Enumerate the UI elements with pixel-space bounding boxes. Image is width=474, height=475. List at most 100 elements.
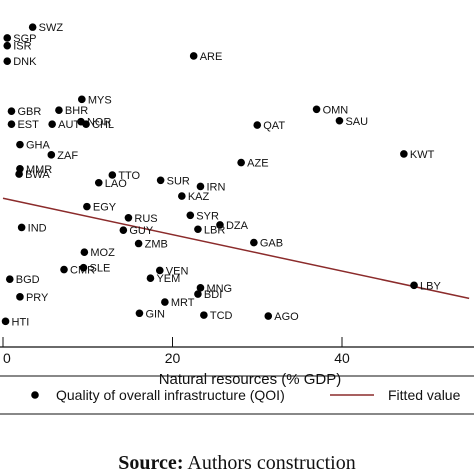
point-label-sgp: SGP [13,33,36,45]
point-label-ven: VEN [166,265,189,277]
point-label-ago: AGO [274,311,299,323]
point-label-moz: MOZ [90,247,115,259]
data-point-isr [3,41,12,50]
point-label-bgd: BGD [16,274,40,286]
data-point-mng [196,284,205,292]
data-point-syr [186,211,195,220]
data-point-ven [155,266,164,275]
data-point-yem [146,274,155,283]
point-label-kwt: KWT [410,149,435,161]
data-point-tto [108,171,117,179]
legend-dot-marker [31,391,39,399]
x-tick-label-20: 20 [165,350,181,366]
data-point-lby [410,281,418,290]
point-label-sle: SLE [90,263,111,275]
point-label-gab: GAB [260,238,283,250]
source-caption: Source: Authors construction [118,452,356,474]
data-point-are [189,52,198,60]
point-label-ind: IND [28,222,47,234]
x-ticks-group: 0 20 40 [2,337,350,366]
point-label-syr: SYR [196,210,219,222]
data-point-bdi [194,290,202,298]
point-label-tto: TTO [118,170,140,182]
point-label-dnk: DNK [13,56,37,68]
data-point-irn [196,182,205,191]
point-label-guy: GUY [129,225,154,237]
point-label-aut: AUT [58,119,80,131]
data-point-kaz [178,192,186,200]
point-label-rus: RUS [134,213,157,225]
point-label-lbr: LBR [204,224,225,236]
point-label-tcd: TCD [210,310,233,322]
data-point-gha [16,140,24,149]
data-point-aze [237,158,245,167]
point-label-isr: ISR [13,41,31,53]
point-label-omn: OMN [323,104,349,116]
point-label-sau: SAU [345,116,368,128]
data-point-chl [82,120,90,128]
point-label-bwa: BWA [25,169,50,181]
point-label-sur: SUR [167,175,190,187]
data-point-bhr [55,106,63,115]
point-label-kaz: KAZ [188,191,210,203]
data-point-mmr [16,165,24,173]
data-point-qat [253,121,262,129]
data-point-ago [264,312,273,320]
point-label-yem: YEM [156,273,180,285]
data-point-sur [156,176,165,185]
point-label-lby: LBY [420,280,441,292]
point-label-lao: LAO [105,178,127,190]
data-point-omn [312,105,321,114]
point-label-qat: QAT [263,120,285,132]
point-label-bhr: BHR [65,105,88,117]
point-label-est: EST [17,119,39,131]
data-point-ind [17,223,26,232]
data-point-sau [335,116,344,125]
point-label-gin: GIN [145,308,165,320]
data-point-lao [94,178,103,187]
data-point-mys [78,95,86,104]
data-point-tcd [200,311,208,319]
point-label-bdi: BDI [204,289,222,301]
data-point-bgd [5,275,14,283]
point-label-aze: AZE [247,158,268,170]
data-point-sle [79,263,88,272]
legend: Quality of overall infrastructure (QOI) … [0,375,474,415]
point-label-swz: SWZ [39,22,64,34]
fitted-line-group [2,197,470,300]
point-label-dza: DZA [226,220,249,232]
point-label-nor: NOR [87,117,112,129]
data-point-gbr [7,107,16,115]
data-point-lbr [194,225,202,234]
data-point-gin [135,309,144,318]
legend-label-fitted: Fitted value [388,387,461,403]
data-point-dza [216,221,224,229]
point-label-mng: MNG [206,283,232,295]
point-label-chl: CHL [92,119,114,131]
point-label-gha: GHA [26,140,51,152]
point-label-hti: HTI [12,316,30,328]
x-axis-title: Natural resources (% GDP) [159,371,342,388]
x-tick-label-0: 0 [3,350,11,366]
data-point-swz [28,23,37,31]
data-point-pry [16,293,24,301]
data-point-hti [1,317,10,326]
point-label-mys: MYS [88,94,112,106]
data-point-aut [48,120,56,128]
point-label-egy: EGY [93,202,117,214]
data-point-zaf [47,151,56,159]
data-point-cmr [60,265,68,274]
point-label-irn: IRN [206,181,225,193]
data-point-dnk [3,57,12,66]
point-label-pry: PRY [26,292,49,304]
point-label-gbr: GBR [17,106,41,118]
legend-box [0,375,474,415]
data-point-mrt [161,298,169,306]
point-label-zmb: ZMB [145,239,168,251]
x-tick-label-40: 40 [334,350,350,366]
point-label-are: ARE [200,51,223,63]
data-point-egy [83,202,91,211]
data-point-zmb [134,239,143,248]
